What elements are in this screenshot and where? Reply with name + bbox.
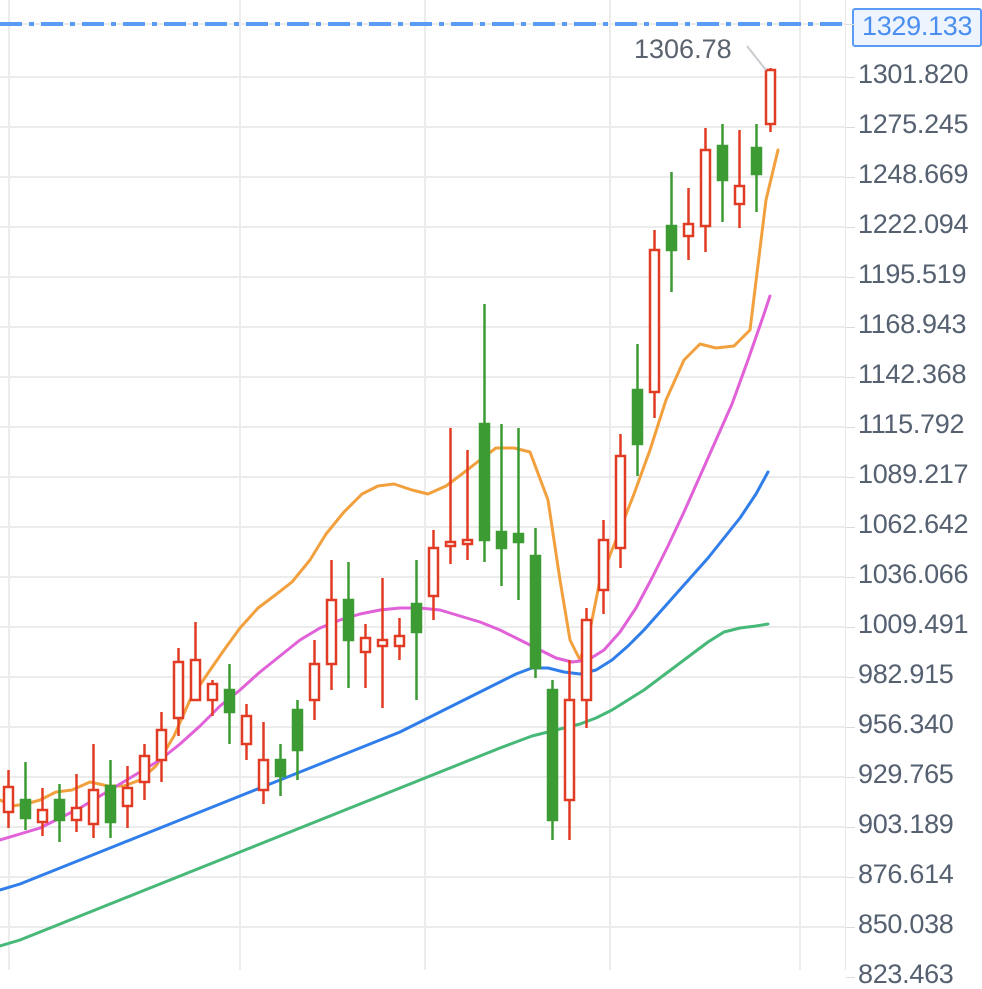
candle-body-hollow bbox=[648, 248, 661, 394]
price-axis-tick bbox=[846, 677, 855, 678]
candle-body-filled bbox=[223, 688, 236, 714]
candle-body-hollow bbox=[393, 634, 406, 648]
price-axis-label: 1009.491 bbox=[858, 609, 969, 639]
last-price-annotation: 1306.78 bbox=[634, 34, 732, 64]
price-axis-label: 1168.943 bbox=[858, 309, 967, 339]
candle-body-hollow bbox=[2, 785, 15, 814]
candle-body-hollow bbox=[308, 662, 321, 702]
price-axis-label: 1089.217 bbox=[858, 459, 969, 489]
price-axis-label: 1222.094 bbox=[858, 209, 969, 239]
candle-body-hollow bbox=[70, 806, 83, 822]
candle-body-hollow bbox=[138, 754, 151, 784]
price-axis-tick bbox=[846, 627, 855, 628]
price-axis-tick bbox=[846, 527, 855, 528]
price-axis-label: 982.915 bbox=[858, 659, 954, 689]
candle-body-filled bbox=[19, 798, 32, 820]
candle-body-filled bbox=[291, 708, 304, 752]
price-axis[interactable]: 1329.133 1301.820 1275.245 1248.669 1222.094… bbox=[845, 0, 982, 988]
candle-body-filled bbox=[529, 554, 542, 670]
price-axis-tick bbox=[846, 277, 855, 278]
candle-body-hollow bbox=[257, 758, 270, 792]
chart-svg bbox=[0, 0, 845, 970]
price-axis-tick bbox=[846, 427, 855, 428]
candle-body-filled bbox=[495, 530, 508, 550]
price-axis-tick bbox=[846, 327, 855, 328]
candle-body-hollow bbox=[614, 454, 627, 550]
price-axis-tick bbox=[846, 827, 855, 828]
price-axis-tick bbox=[846, 127, 855, 128]
candle-body-filled bbox=[546, 688, 559, 822]
ma-blue-line bbox=[0, 470, 770, 892]
candle-body-hollow bbox=[359, 636, 372, 654]
candle-body-filled bbox=[750, 146, 763, 176]
price-axis-tick bbox=[846, 77, 855, 78]
candle-body-hollow bbox=[189, 658, 202, 702]
candle-body-hollow bbox=[155, 728, 168, 762]
price-axis-tick bbox=[846, 927, 855, 928]
price-axis-label: 1275.245 bbox=[858, 109, 969, 139]
ma-green-line bbox=[0, 622, 770, 948]
price-axis-label: 850.038 bbox=[858, 909, 954, 939]
chart-plot-area[interactable] bbox=[0, 0, 845, 970]
candle-body-hollow bbox=[240, 714, 253, 746]
price-axis-tick bbox=[846, 177, 855, 178]
candle-body-hollow bbox=[461, 538, 474, 546]
price-axis-label: 929.765 bbox=[858, 759, 954, 789]
candle-body-hollow bbox=[580, 618, 593, 702]
price-axis-label: 876.614 bbox=[858, 859, 954, 889]
price-axis-tick bbox=[846, 227, 855, 228]
candle-body-hollow bbox=[87, 788, 100, 826]
price-axis-label: 1062.642 bbox=[858, 509, 969, 539]
candle-body-hollow bbox=[325, 598, 338, 666]
candle-body-hollow bbox=[764, 68, 777, 126]
candle-body-filled bbox=[512, 532, 525, 544]
price-axis-tick bbox=[846, 777, 855, 778]
candle-body-hollow bbox=[121, 786, 134, 808]
candle-body-hollow bbox=[563, 698, 576, 802]
candle-body-hollow bbox=[36, 808, 49, 824]
price-axis-label: 1301.820 bbox=[858, 59, 969, 89]
price-axis-tick bbox=[846, 877, 855, 878]
candle-body-filled bbox=[665, 224, 678, 252]
price-axis-tick bbox=[846, 24, 855, 25]
price-axis-label-current[interactable]: 1329.133 bbox=[852, 8, 982, 47]
candle-body-hollow bbox=[733, 184, 746, 206]
candle-body-hollow bbox=[699, 148, 712, 228]
price-axis-tick bbox=[846, 477, 855, 478]
candle-body-hollow bbox=[172, 660, 185, 720]
candle-body-filled bbox=[342, 598, 355, 642]
candle-body-filled bbox=[716, 144, 729, 182]
candle-body-hollow bbox=[206, 682, 219, 702]
candle-body-filled bbox=[53, 798, 66, 822]
candle-body-hollow bbox=[376, 638, 389, 648]
price-axis-label: 1115.792 bbox=[858, 409, 965, 439]
price-axis-label: 1195.519 bbox=[858, 259, 967, 289]
candle-body-hollow bbox=[444, 540, 457, 548]
candle-body-filled bbox=[104, 784, 117, 824]
price-axis-tick bbox=[846, 377, 855, 378]
candle-body-filled bbox=[478, 422, 491, 542]
candle-body-hollow bbox=[682, 222, 695, 238]
candle-body-filled bbox=[274, 758, 287, 778]
candle-body-hollow bbox=[427, 546, 440, 598]
price-axis-label: 956.340 bbox=[858, 709, 954, 739]
price-axis-label: 903.189 bbox=[858, 809, 954, 839]
annotation-leader-line bbox=[746, 45, 767, 71]
price-axis-label: 1036.066 bbox=[858, 559, 969, 589]
price-axis-label: 1142.368 bbox=[858, 359, 967, 389]
candle-body-hollow bbox=[597, 538, 610, 592]
price-axis-tick bbox=[846, 977, 855, 978]
price-axis-label: 823.463 bbox=[858, 959, 954, 989]
price-axis-label: 1248.669 bbox=[858, 159, 969, 189]
price-axis-tick bbox=[846, 727, 855, 728]
price-axis-tick bbox=[846, 577, 855, 578]
candle-body-filled bbox=[410, 602, 423, 634]
candle-body-filled bbox=[631, 388, 644, 446]
